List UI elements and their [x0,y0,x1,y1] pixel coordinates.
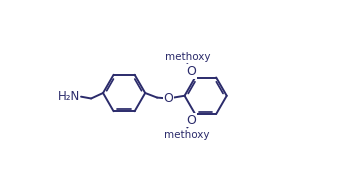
Text: H₂N: H₂N [58,90,80,103]
Text: O: O [163,92,173,105]
Text: methoxy: methoxy [165,52,210,62]
Text: O: O [187,114,196,126]
Text: methoxy: methoxy [164,130,209,140]
Text: O: O [187,65,196,78]
